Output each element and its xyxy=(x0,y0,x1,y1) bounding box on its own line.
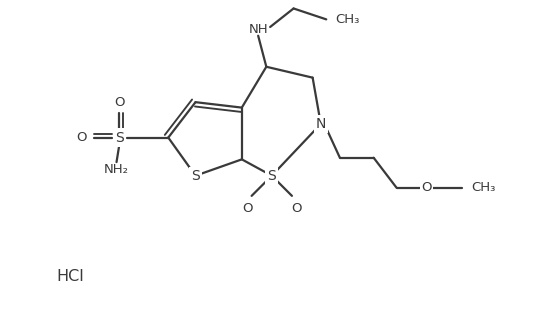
Text: N: N xyxy=(316,117,326,131)
Text: S: S xyxy=(267,169,276,183)
Text: CH₃: CH₃ xyxy=(335,13,359,26)
Text: O: O xyxy=(76,131,87,144)
Text: O: O xyxy=(114,96,125,109)
Text: NH₂: NH₂ xyxy=(104,163,129,176)
Text: S: S xyxy=(115,131,124,145)
Text: CH₃: CH₃ xyxy=(472,181,496,194)
Text: O: O xyxy=(242,203,253,216)
Text: O: O xyxy=(421,181,432,194)
Text: HCl: HCl xyxy=(57,269,85,284)
Text: O: O xyxy=(291,203,301,216)
Text: S: S xyxy=(191,169,200,183)
Text: NH: NH xyxy=(248,23,268,36)
